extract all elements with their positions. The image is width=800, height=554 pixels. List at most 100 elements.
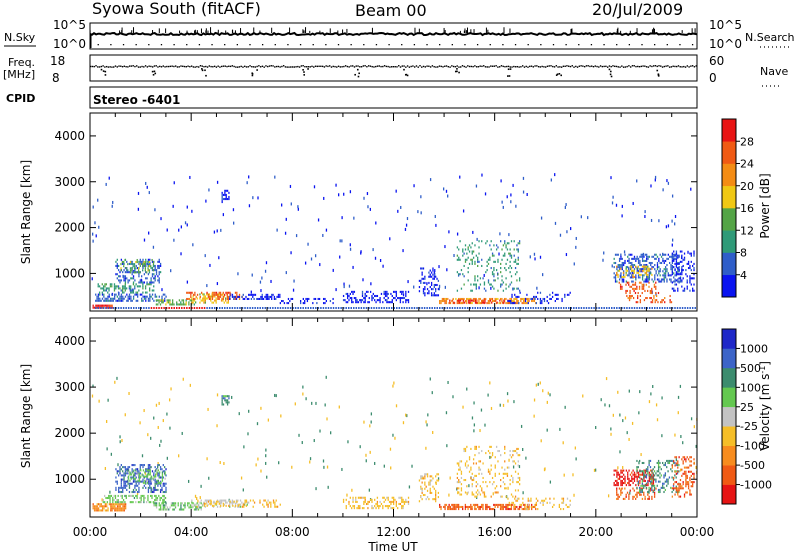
power-cell — [467, 297, 469, 300]
power-cell — [182, 299, 185, 302]
velocity-cell — [111, 505, 113, 508]
power-cell — [116, 273, 118, 276]
velocity-cell — [115, 507, 117, 510]
power-cell — [199, 293, 201, 296]
power-cell — [141, 293, 143, 296]
power-cell — [475, 254, 477, 257]
power-cell — [686, 287, 688, 290]
power-cell — [502, 244, 505, 247]
velocity-cell — [150, 488, 152, 491]
velocity-cell — [369, 424, 371, 428]
freq-point — [325, 65, 327, 67]
power-cell — [516, 271, 518, 274]
power-cell — [468, 262, 471, 265]
velocity-cell — [266, 503, 268, 506]
power-cell — [460, 287, 463, 290]
velocity-cell — [537, 499, 539, 502]
power-ground-cell — [418, 307, 421, 309]
velocity-cell — [132, 480, 135, 483]
velocity-cell — [141, 494, 144, 497]
velocity-cell — [406, 500, 408, 503]
power-cell — [566, 293, 569, 296]
nsearch-dot — [274, 44, 276, 46]
velocity-cell — [267, 503, 269, 506]
power-ground-cell — [153, 307, 155, 309]
velocity-cell — [135, 476, 137, 479]
velocity-cell — [144, 471, 146, 474]
freq-point — [245, 66, 248, 68]
power-cell — [534, 257, 536, 261]
freq-point — [544, 66, 547, 68]
velocity-cell — [207, 500, 210, 503]
nave-point — [102, 70, 105, 72]
velocity-cell — [617, 477, 619, 480]
velocity-cell — [204, 505, 206, 508]
power-ground-cell — [497, 307, 499, 309]
power-cell — [186, 205, 188, 209]
power-cell — [199, 297, 201, 300]
power-cell — [621, 280, 623, 283]
power-cell — [522, 300, 525, 303]
power-cell — [192, 301, 194, 304]
velocity-cell — [363, 507, 365, 510]
power-cell — [654, 178, 656, 182]
velocity-cell — [208, 476, 210, 480]
power-cell — [131, 273, 133, 276]
velocity-cell — [209, 502, 211, 505]
velocity-cell — [513, 460, 515, 463]
power-cell — [479, 283, 482, 286]
velocity-cell — [616, 469, 618, 472]
power-cell — [424, 281, 426, 284]
velocity-cell — [140, 494, 142, 497]
velocity-cell — [637, 491, 640, 494]
velocity-cell — [131, 482, 133, 485]
power-cell — [639, 268, 641, 271]
freq-point — [506, 65, 508, 68]
power-cell — [636, 271, 638, 274]
power-cell — [137, 295, 139, 298]
velocity-cell — [120, 490, 123, 494]
velocity-cell — [435, 496, 437, 499]
power-cell — [636, 267, 638, 270]
power-cell — [687, 250, 689, 254]
power-cell — [635, 278, 637, 281]
power-cell — [689, 279, 691, 282]
power-cell — [442, 187, 445, 191]
power-ground-cell — [464, 307, 466, 309]
power-cell — [664, 297, 666, 300]
power-cell — [367, 290, 369, 293]
power-cell — [367, 205, 369, 209]
power-cell — [546, 300, 548, 303]
power-cell — [103, 293, 105, 296]
velocity-cell — [326, 417, 328, 421]
velocity-cell — [143, 499, 145, 502]
velocity-cell — [481, 487, 483, 490]
freq-point — [456, 65, 458, 67]
velocity-cell — [672, 488, 675, 491]
velocity-cell — [217, 500, 219, 503]
nave-point — [610, 75, 613, 78]
power-cell — [191, 291, 193, 294]
velocity-cell — [154, 473, 157, 476]
power-cell — [157, 275, 159, 278]
nsky-label: N.Sky — [4, 31, 36, 44]
velocity-cell — [157, 464, 159, 467]
velocity-cell — [490, 495, 492, 498]
power-cell — [139, 279, 141, 282]
power-cell — [678, 269, 680, 272]
power-cell — [632, 287, 634, 290]
velocity-cell — [617, 473, 619, 476]
power-cell — [187, 291, 189, 294]
velocity-cell — [645, 476, 648, 479]
power-cell — [687, 260, 690, 263]
power-ground-cell — [297, 307, 299, 309]
power-cell — [641, 291, 643, 295]
velocity-cell — [640, 484, 642, 487]
velocity-cell — [425, 473, 427, 476]
velocity-cell — [506, 392, 509, 396]
power-cell — [364, 301, 366, 304]
power-cell — [478, 246, 480, 249]
power-cell — [364, 299, 366, 302]
velocity-cell — [617, 390, 619, 394]
power-cell — [355, 299, 357, 302]
